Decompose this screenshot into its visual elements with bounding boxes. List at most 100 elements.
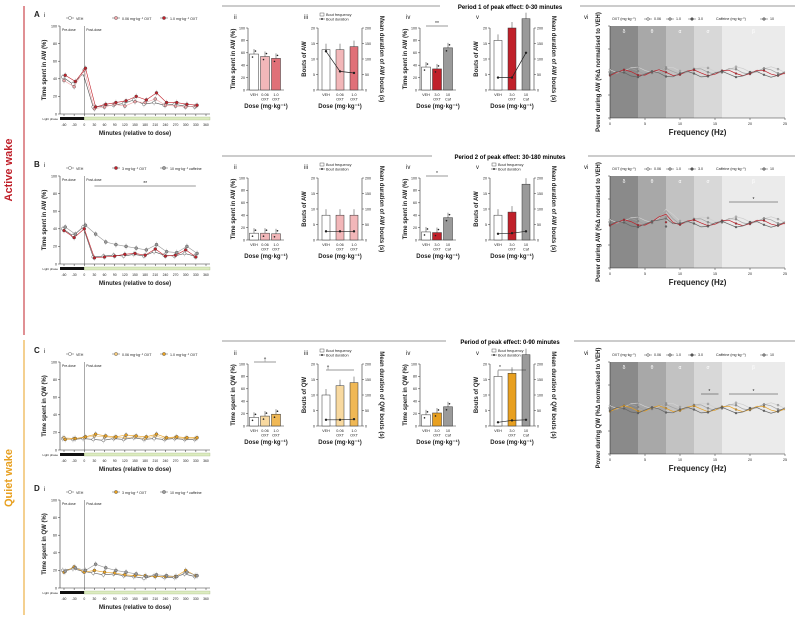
legend-text: 1.0 mg·kg⁻¹ OXT (170, 17, 198, 21)
x-tick-label: 150 (132, 597, 138, 601)
legend-text: Caffeine (mg·kg⁻¹) (716, 17, 746, 21)
dot (273, 416, 276, 419)
y-tick-label: 100 (51, 498, 57, 502)
bar-10-Caf (521, 354, 531, 427)
data-point (62, 78, 66, 83)
y-tick-label: 5 (485, 73, 487, 77)
y-tick-label: 100 (239, 176, 245, 180)
y-axis-label: Time spent in QW (%) (42, 375, 48, 437)
band-label: α (679, 179, 682, 185)
y-tick-label: 20 (311, 362, 315, 366)
legend-text: 0.06 (654, 353, 661, 357)
data-point (114, 242, 118, 247)
power-point (762, 405, 766, 408)
data-point (114, 100, 118, 105)
legend-text: Bout duration (326, 18, 349, 22)
panel-sublabel-ii: ii (234, 351, 237, 357)
y-tick-label-right: 50 (365, 223, 369, 227)
y-tick-label: 20 (413, 76, 417, 80)
legend-text: OXT (mg·kg⁻¹) (612, 167, 636, 171)
power-point (636, 401, 640, 405)
x-tick-label: 270 (173, 597, 179, 601)
y-tick-label: 0 (55, 262, 57, 266)
power-point (776, 67, 780, 71)
x-tick-label: -60 (62, 597, 67, 601)
power-trace-2 (609, 213, 786, 227)
y-tick-label: 20 (413, 412, 417, 416)
x-axis-label: Minutes (relative to dose) (99, 467, 171, 473)
legend-text: Bout duration (498, 354, 521, 358)
data-point (134, 246, 138, 250)
data-point (152, 100, 156, 105)
post-dose-label: Post-dose (86, 502, 101, 506)
bar-VEH (493, 376, 503, 427)
y-tick-label: 20 (53, 95, 57, 99)
panel-sublabel-ii: ii (234, 15, 237, 21)
y-axis-label: Time spent in AW (%) (42, 190, 48, 251)
data-point (93, 105, 98, 109)
power-point (706, 225, 710, 228)
power-point (762, 223, 766, 226)
data-point (185, 570, 189, 574)
legend-text: Bout frequency (498, 163, 524, 167)
x-axis-label: Minutes (relative to dose) (99, 281, 171, 287)
x-tick-label: -60 (62, 459, 67, 463)
y-axis-label: Bouts of AW (302, 41, 308, 77)
data-point (164, 435, 169, 440)
category-label: 0.06 (261, 429, 268, 433)
bar-3.0-OXT (507, 211, 517, 241)
power-point (734, 408, 738, 411)
band-label: σ (706, 29, 710, 35)
y-tick-label: 100 (411, 362, 417, 366)
duration-point (338, 418, 342, 421)
data-point (124, 244, 128, 249)
x-tick-label: 60 (103, 273, 107, 277)
category-label: OXT (336, 248, 344, 252)
power-point (762, 409, 766, 412)
legend-text: 0.06 mg·kg⁻¹ OXT (122, 17, 152, 21)
legend-marker (646, 167, 650, 171)
power-trace-2 (609, 405, 786, 413)
y-tick-label-right: 200 (365, 26, 371, 30)
x-tick-label: 240 (163, 459, 169, 463)
duration-point (338, 70, 342, 73)
x-tick-label: 270 (173, 459, 179, 463)
dot (254, 50, 257, 52)
legend-text: Bout frequency (326, 13, 352, 17)
y-tick-label: 20 (483, 26, 487, 30)
y-tick-label: 20 (241, 412, 245, 416)
dot (273, 60, 276, 63)
category-label: OXT (508, 434, 516, 438)
x-tick-label: 15 (713, 458, 717, 462)
x-axis-label: Dose (mg·kg⁻¹) (318, 439, 362, 446)
data-point (175, 100, 179, 105)
y-tick-label: 80 (53, 42, 57, 46)
data-point (73, 79, 78, 84)
legend-box (319, 348, 325, 353)
y-tick-label: 20 (483, 362, 487, 366)
x-tick-label: 25 (783, 122, 787, 126)
data-point (114, 568, 118, 573)
x-tick-label: 270 (173, 273, 179, 277)
category-label: VEH (494, 93, 502, 97)
category-label: 0.06 (336, 93, 343, 97)
legend-marker (114, 16, 118, 20)
data-point (184, 248, 188, 252)
x-axis-label: Frequency (Hz) (669, 278, 727, 287)
power-point (678, 219, 682, 223)
power-point (776, 217, 780, 221)
x-tick-label: -60 (62, 123, 67, 127)
y-tick-label: 40 (53, 551, 57, 555)
legend-marker (114, 490, 118, 494)
power-point (664, 407, 668, 410)
x-tick-label: 240 (163, 273, 169, 277)
dot (426, 228, 429, 230)
data-point (134, 572, 138, 576)
duration-point (324, 418, 328, 421)
category-label: Caf (523, 434, 530, 438)
y-tick-label: 40 (413, 214, 417, 218)
power-point (734, 401, 738, 404)
power-trace-2 (609, 69, 786, 77)
y-tick-label: 80 (241, 39, 245, 43)
legend-text: OXT (mg·kg⁻¹) (612, 17, 636, 21)
